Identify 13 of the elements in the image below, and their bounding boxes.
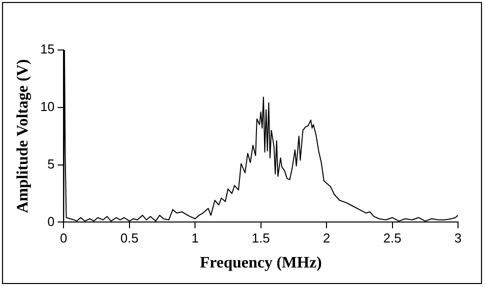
x-tick-label: 1 [191,230,199,246]
y-axis-title: Amplitude Voltage (V) [14,59,32,213]
x-tick-label: 3 [454,230,462,246]
x-tick-label: 2 [322,230,330,246]
x-tick-label: 1.5 [252,230,270,246]
y-tick-label: 10 [40,98,55,114]
y-tick-label: 5 [47,156,55,172]
y-tick-label: 15 [40,42,55,57]
x-tick-label: 0 [60,230,68,246]
x-tick-label: 0.5 [120,230,138,246]
x-axis-title: Frequency (MHz) [200,254,322,272]
x-tick-label: 2.5 [383,230,402,246]
y-tick-label: 0 [47,214,55,229]
